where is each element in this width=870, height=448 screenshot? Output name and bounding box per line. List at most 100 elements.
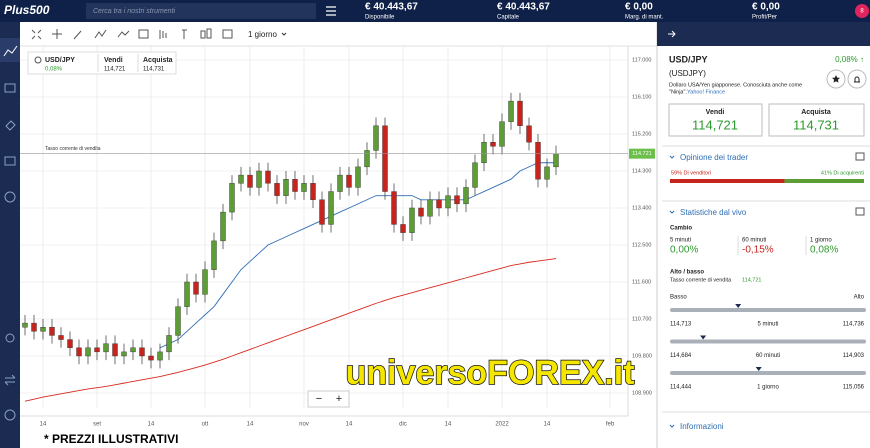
buy-button[interactable] <box>768 103 865 137</box>
candle-body <box>400 224 406 233</box>
candle-body <box>472 162 478 188</box>
candle-body <box>373 125 379 151</box>
candle-body <box>247 174 253 188</box>
sell-price: 114,721 <box>104 67 126 73</box>
panel-symbol: USD/JPY <box>669 54 708 64</box>
icon-switch[interactable] <box>4 374 16 386</box>
chart-header <box>27 51 177 75</box>
candle-body <box>76 347 82 357</box>
collapse-arrow[interactable] <box>668 30 676 38</box>
change-value: -0,15% <box>742 245 774 256</box>
sell-label: Vendi <box>104 57 123 64</box>
star-icon <box>832 75 840 83</box>
period-selector[interactable]: 1 giorno <box>248 30 277 39</box>
source-link[interactable]: Yahoo! Finance <box>687 89 725 95</box>
candle-body <box>436 199 442 209</box>
candle-body <box>229 183 235 213</box>
current-price-tag <box>629 148 655 159</box>
candle-body <box>499 121 505 147</box>
x-tick-label: dic <box>399 422 407 428</box>
candle-body <box>418 207 424 217</box>
sell-button[interactable] <box>668 103 763 137</box>
moving-average <box>24 258 557 402</box>
candle-body <box>382 125 388 192</box>
symbol: USD/JPY <box>45 57 75 64</box>
candle-body <box>310 183 316 200</box>
chevron[interactable] <box>669 424 675 428</box>
section-title[interactable]: Statistiche dal vivo <box>680 208 747 217</box>
change-value: 0,08% <box>810 245 838 256</box>
chat-icon[interactable] <box>855 152 865 161</box>
stat-value: € 40.443,67 <box>365 2 418 13</box>
sidebar-active <box>0 38 20 62</box>
buy-label: Acquista <box>143 57 173 64</box>
chevron[interactable] <box>669 155 675 159</box>
candle-body <box>94 347 100 353</box>
range-track <box>670 308 866 312</box>
toolbar-icons[interactable] <box>31 28 233 40</box>
range-high: 114,736 <box>843 322 865 328</box>
x-tick-label: 14 <box>544 422 551 428</box>
stat-label: Capitale <box>497 15 520 21</box>
candle-body <box>103 343 109 353</box>
watermark: universoFOREX.it <box>345 354 634 392</box>
ranges: 114,713 5 minuti 114,736 114,684 60 minuti 11… <box>670 304 866 391</box>
y-tick-label: 111.600 <box>632 279 651 285</box>
candle-body <box>49 327 55 336</box>
candle-body <box>139 347 145 357</box>
candle-body <box>256 170 262 188</box>
icon-money[interactable] <box>4 191 16 203</box>
range-period: 60 minuti <box>756 353 780 359</box>
candle-body <box>166 335 172 353</box>
icon-chart[interactable] <box>3 45 18 57</box>
y-tick-label: 117.000 <box>632 57 651 63</box>
candle-body <box>40 327 46 332</box>
buyers-bar <box>784 179 864 183</box>
x-tick-label: 14 <box>247 422 254 428</box>
sellers-label: 59% Di venditori <box>671 170 711 176</box>
chevron[interactable] <box>669 210 675 214</box>
chat-icon[interactable] <box>855 207 865 216</box>
panel <box>657 22 870 448</box>
candle-body <box>85 347 91 357</box>
zoom-in[interactable]: + <box>336 393 342 405</box>
x-tick-label: ott <box>202 422 209 428</box>
info-icon[interactable] <box>34 56 42 64</box>
section-title[interactable]: Opinione dei trader <box>680 153 748 162</box>
x-tick-label: 14 <box>346 422 353 428</box>
stat-label: Disponibile <box>365 15 395 21</box>
icon-settings[interactable] <box>5 333 15 343</box>
candle-body <box>517 100 523 126</box>
candle-body <box>328 191 334 225</box>
icon-portfolio[interactable] <box>4 83 16 93</box>
y-tick-label: 109.800 <box>632 353 652 359</box>
icon-help[interactable] <box>4 409 16 421</box>
x-tick-label: 14 <box>40 422 47 428</box>
section-title[interactable]: Informazioni <box>680 422 724 431</box>
x-tick-label: 2022 <box>495 422 509 428</box>
range-high: 114,903 <box>843 353 865 359</box>
buy-price: 114,731 <box>143 67 165 73</box>
buy-price: 114,731 <box>793 117 839 132</box>
range-track <box>670 339 866 344</box>
menu-icon[interactable] <box>326 6 336 16</box>
candle-body <box>463 187 469 205</box>
panel-change: 0,08% ↑ <box>835 55 864 64</box>
description: "Ninja". <box>669 89 687 95</box>
badge[interactable] <box>855 4 869 18</box>
search-box[interactable] <box>86 3 316 19</box>
candle-body <box>535 142 541 180</box>
icon-tag[interactable] <box>5 120 16 131</box>
alert-button[interactable] <box>847 69 867 89</box>
toolbar <box>20 22 657 46</box>
candle-body <box>274 183 280 196</box>
zoom-out[interactable]: − <box>316 393 322 405</box>
change-title: Cambio <box>670 226 692 232</box>
icon-briefcase[interactable] <box>4 156 16 166</box>
sellers-bar <box>670 179 785 183</box>
low-label: Basso <box>670 295 687 301</box>
y-tick-label: 108.900 <box>632 390 652 396</box>
panel-header <box>657 22 870 46</box>
buyers-label: 41% Di acquirenti <box>821 170 864 176</box>
period: 5 minuti <box>670 238 691 244</box>
